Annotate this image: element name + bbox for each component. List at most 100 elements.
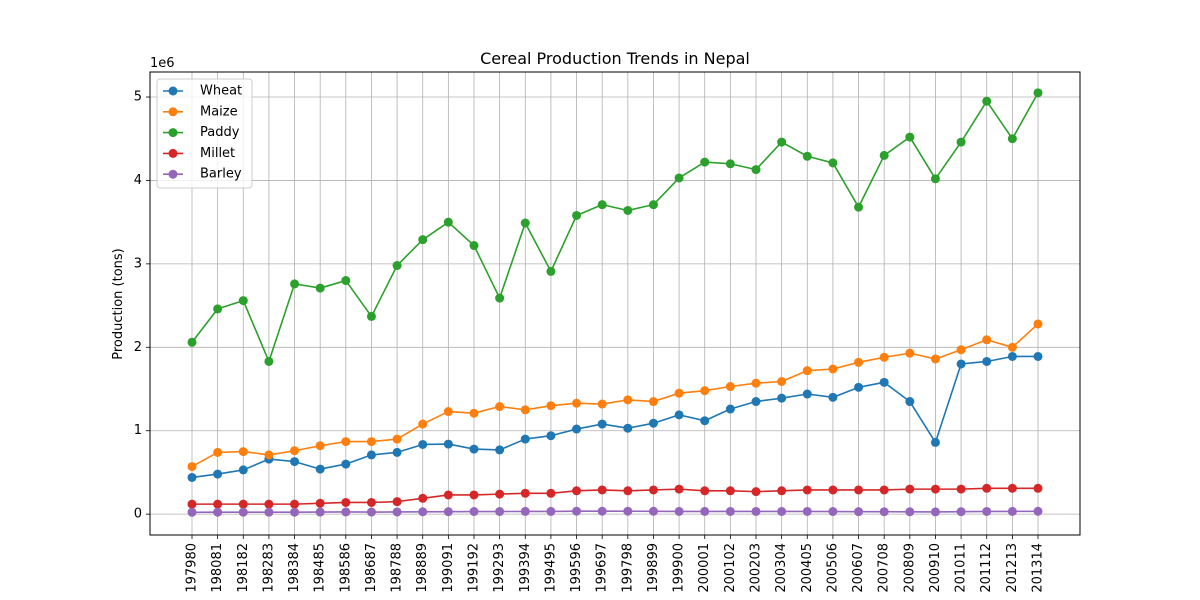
data-point-paddy — [469, 241, 479, 251]
data-point-barley — [623, 506, 633, 516]
data-point-paddy — [572, 210, 582, 220]
data-point-wheat — [725, 404, 735, 414]
data-point-barley — [392, 507, 402, 517]
data-point-paddy — [1033, 88, 1043, 98]
data-point-paddy — [546, 266, 556, 276]
data-point-paddy — [802, 151, 812, 161]
data-point-paddy — [392, 261, 402, 271]
series-maize — [187, 319, 1043, 472]
legend-label-wheat: Wheat — [200, 84, 242, 99]
data-point-millet — [725, 486, 735, 496]
data-point-maize — [469, 408, 479, 418]
data-point-wheat — [802, 389, 812, 399]
data-point-millet — [674, 484, 684, 494]
data-point-maize — [623, 395, 633, 405]
data-point-barley — [648, 506, 658, 516]
data-point-paddy — [290, 279, 300, 289]
x-tick-label: 201011 — [954, 543, 969, 593]
x-tick-label: 199192 — [467, 543, 482, 593]
data-point-maize — [828, 364, 838, 374]
y-axis: 0 1 2 3 4 5 — [134, 90, 150, 522]
data-point-millet — [1033, 483, 1043, 493]
data-point-barley — [418, 507, 428, 517]
data-point-millet — [213, 499, 223, 509]
data-point-barley — [777, 506, 787, 516]
data-point-paddy — [700, 157, 710, 167]
data-point-paddy — [648, 200, 658, 210]
data-point-paddy — [315, 283, 325, 293]
x-axis: 197980 198081 198182 198283 198384 198485 1985… — [185, 535, 1046, 593]
data-point-paddy — [187, 337, 197, 347]
x-tick-label: 200506 — [825, 543, 840, 593]
x-tick-label: 200405 — [800, 543, 815, 593]
x-tick-label: 198586 — [338, 543, 353, 593]
series-line-paddy — [191, 92, 1039, 363]
data-point-paddy — [956, 137, 966, 147]
y-tick-label: 1 — [134, 423, 142, 438]
y-tick-label: 2 — [134, 340, 142, 355]
data-point-barley — [802, 506, 812, 516]
legend-swatch-marker-paddy — [168, 128, 178, 138]
data-point-maize — [879, 352, 889, 362]
data-point-maize — [187, 462, 197, 472]
x-tick-label: 200708 — [877, 543, 892, 593]
data-point-millet — [290, 499, 300, 509]
data-point-paddy — [725, 159, 735, 169]
data-point-paddy — [828, 158, 838, 168]
data-point-wheat — [290, 457, 300, 467]
data-point-millet — [520, 488, 530, 498]
data-point-paddy — [623, 205, 633, 215]
series-millet — [187, 483, 1043, 509]
data-point-barley — [572, 506, 582, 516]
data-point-maize — [802, 366, 812, 376]
data-point-wheat — [879, 377, 889, 387]
legend-label-millet: Millet — [200, 146, 235, 161]
data-point-wheat — [238, 465, 248, 475]
x-tick-label: 199293 — [492, 543, 507, 593]
data-point-paddy — [264, 356, 274, 366]
data-point-wheat — [777, 393, 787, 403]
data-point-wheat — [1033, 351, 1043, 361]
data-point-maize — [725, 382, 735, 392]
data-point-maize — [597, 399, 607, 409]
data-point-wheat — [495, 445, 505, 455]
data-point-millet — [751, 487, 761, 497]
data-point-wheat — [213, 469, 223, 479]
data-point-barley — [879, 507, 889, 517]
x-tick-label: 199899 — [646, 543, 661, 593]
data-point-paddy — [777, 137, 787, 147]
data-point-wheat — [700, 416, 710, 426]
data-point-millet — [392, 497, 402, 507]
data-point-barley — [238, 507, 248, 517]
data-point-wheat — [443, 439, 453, 449]
legend-entry-maize: Maize — [163, 104, 238, 119]
data-point-maize — [341, 437, 351, 447]
data-point-millet — [982, 483, 992, 493]
data-point-paddy — [597, 200, 607, 210]
legend-swatch-marker-millet — [168, 148, 178, 158]
data-point-maize — [905, 348, 915, 358]
data-point-barley — [982, 506, 992, 516]
data-point-barley — [1033, 506, 1043, 516]
x-tick-label: 200001 — [697, 543, 712, 593]
series-barley — [187, 506, 1043, 517]
data-point-millet — [956, 484, 966, 494]
x-tick-label: 199394 — [518, 543, 533, 593]
data-point-millet — [879, 485, 889, 495]
x-tick-label: 198788 — [390, 543, 405, 593]
data-point-millet — [1007, 483, 1017, 493]
data-point-maize — [674, 388, 684, 398]
data-point-barley — [597, 506, 607, 516]
data-point-maize — [315, 441, 325, 451]
data-point-millet — [495, 489, 505, 499]
data-point-millet — [572, 486, 582, 496]
data-point-maize — [854, 357, 864, 367]
data-point-barley — [828, 507, 838, 517]
data-point-wheat — [520, 434, 530, 444]
data-point-barley — [469, 507, 479, 517]
x-tick-label: 199596 — [569, 543, 584, 593]
data-point-wheat — [418, 439, 428, 449]
x-tick-label: 200607 — [851, 543, 866, 593]
